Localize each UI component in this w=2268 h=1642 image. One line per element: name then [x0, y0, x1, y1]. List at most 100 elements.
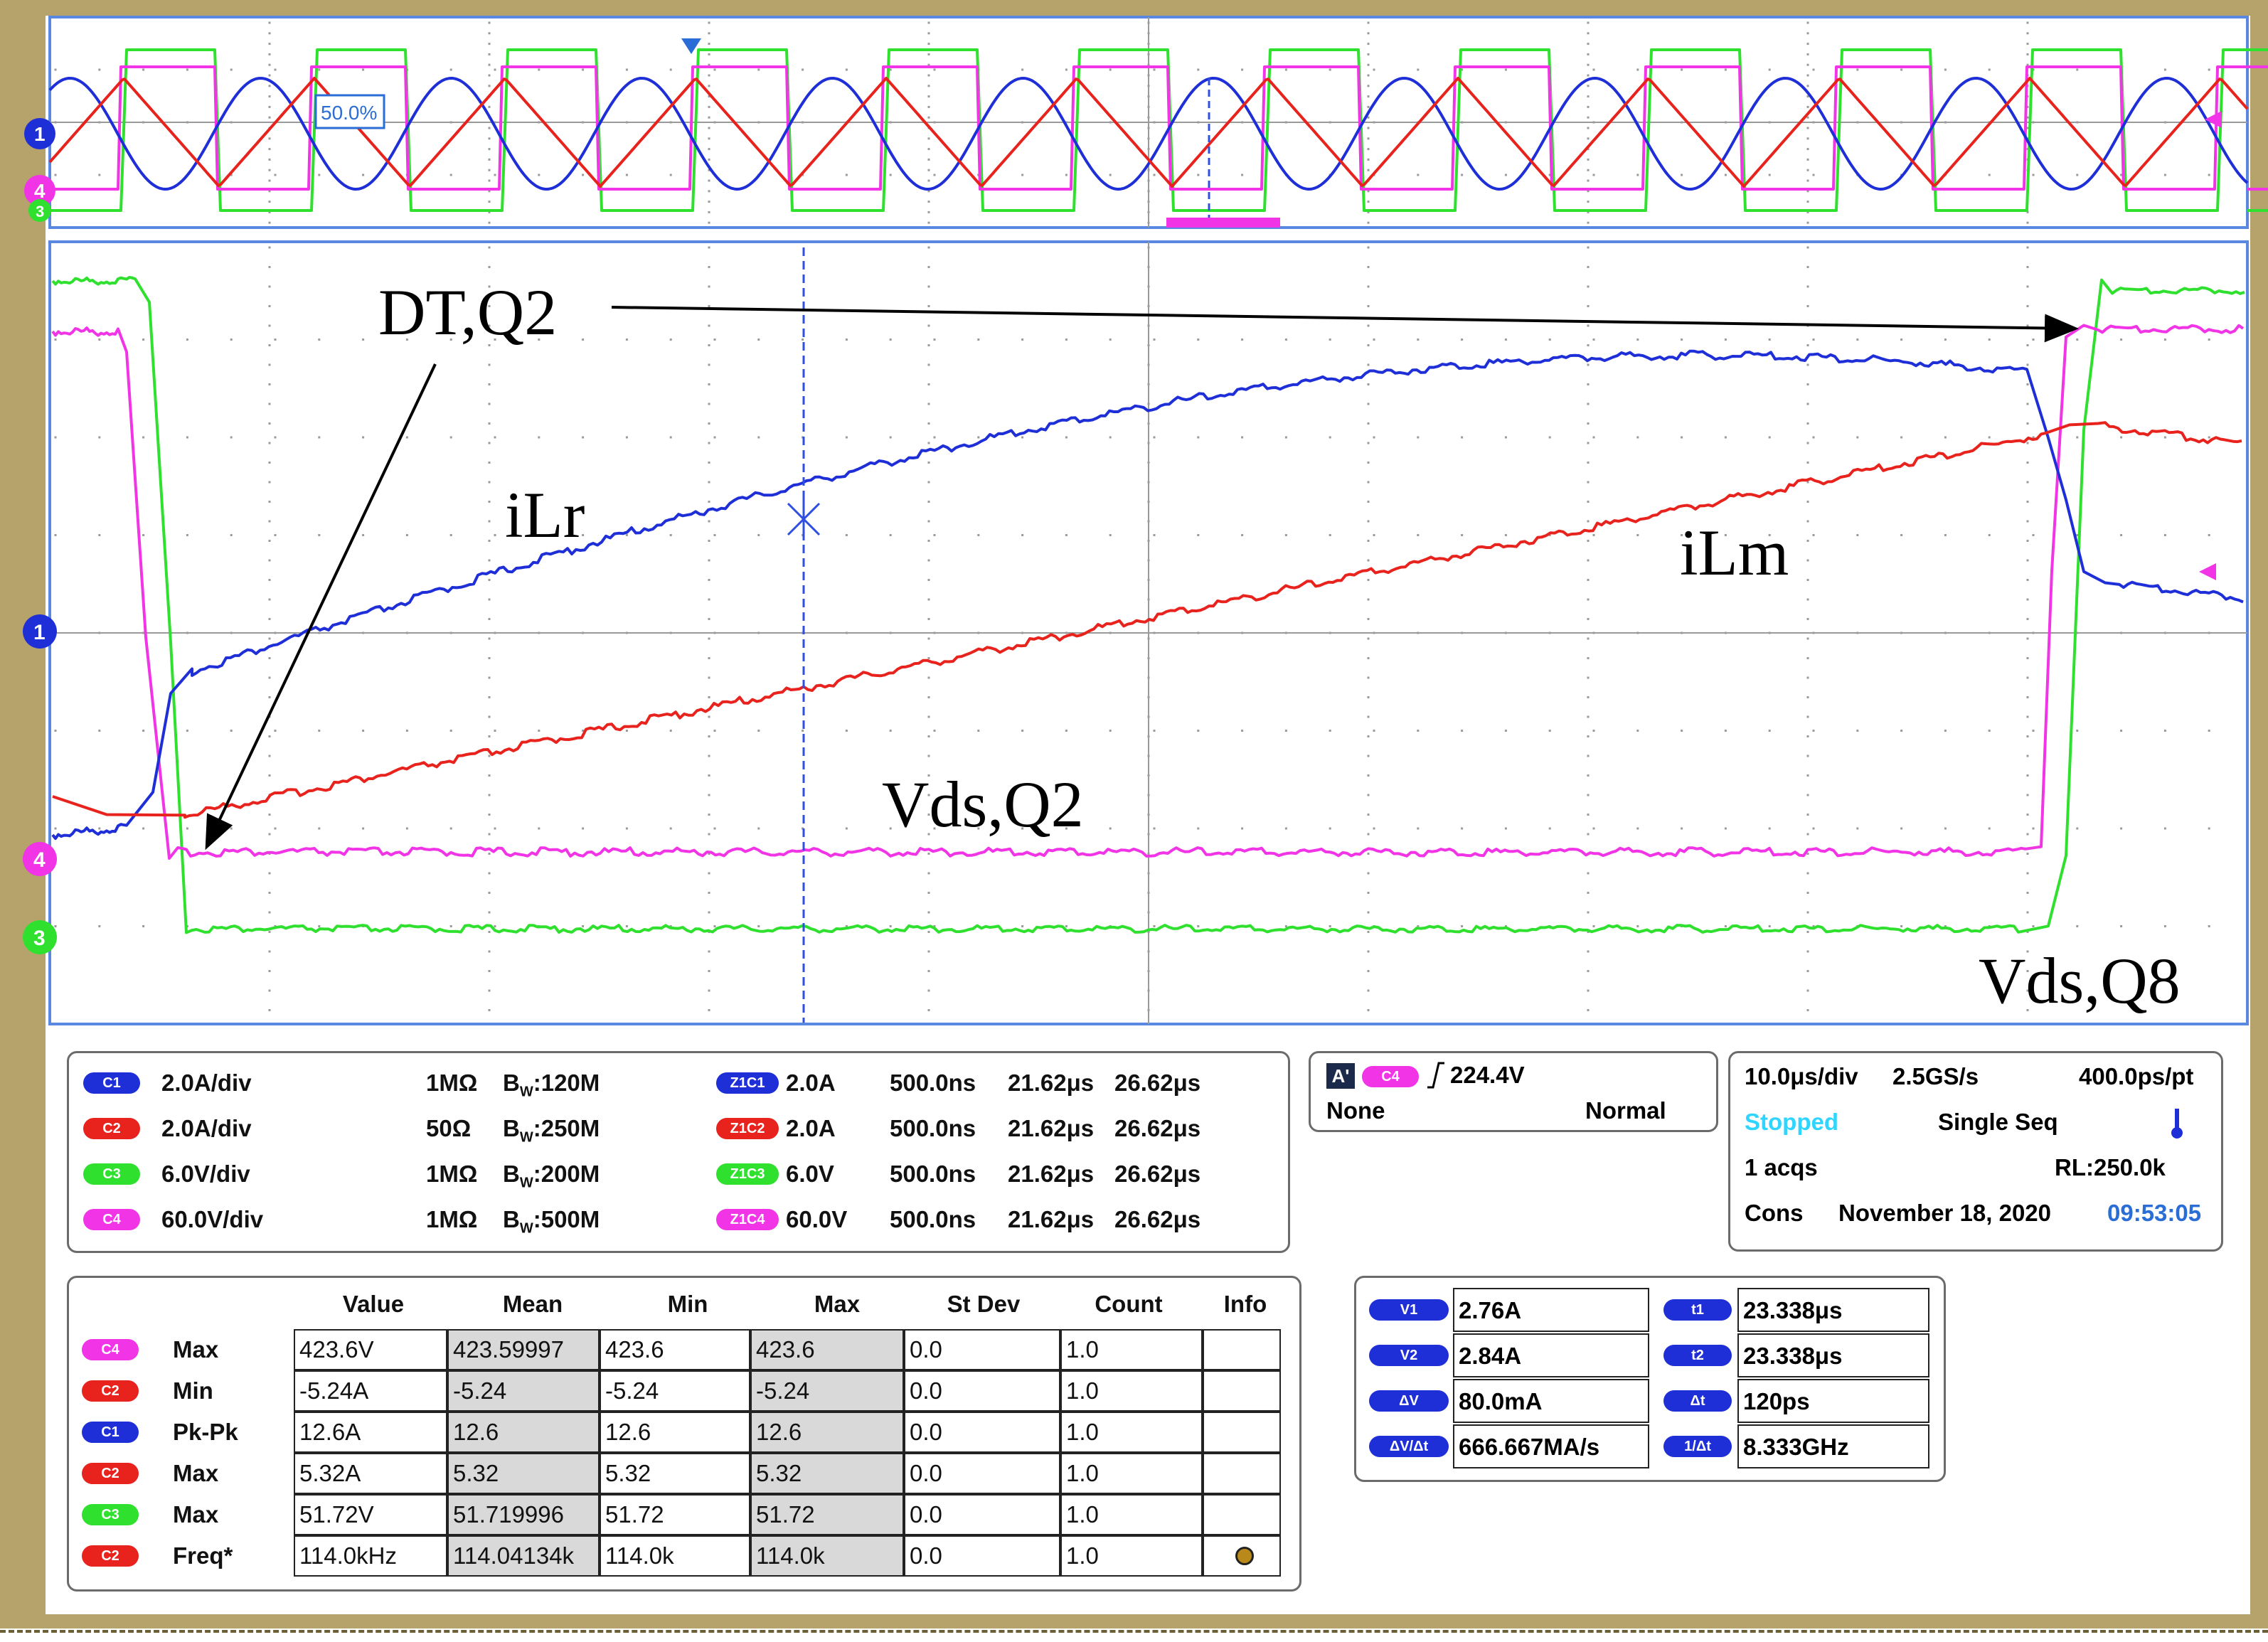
channel-pill[interactable]: C4 [83, 1209, 140, 1230]
overview-grid-dot [1284, 68, 1287, 71]
main-grid-dot [449, 730, 452, 732]
cursor-label-pill[interactable]: 1/Δt [1663, 1436, 1732, 1457]
main-marker-ch3[interactable]: 3 [23, 920, 57, 954]
main-grid-dot [1812, 730, 1815, 732]
cursor-label-pill[interactable]: V2 [1369, 1345, 1449, 1366]
channel-pill[interactable]: C1 [83, 1072, 140, 1094]
main-grid-dot [1587, 950, 1590, 953]
cursor-crosshair-icon[interactable] [787, 498, 821, 540]
overview-grid-dot [1806, 63, 1809, 66]
main-grid-dot [1812, 925, 1815, 927]
channel-row-c2[interactable]: C2 2.0A/div 50Ω BW:250M Z1C2 2.0A 500.0ns 21.62… [83, 1107, 1335, 1150]
measurement-source-pill[interactable]: C4 [82, 1339, 139, 1360]
main-grid-dot [2026, 462, 2029, 464]
overview-grid-dot [318, 174, 321, 176]
zoom-channel-pill[interactable]: Z1C2 [716, 1118, 779, 1139]
overview-grid-dot [2026, 210, 2029, 213]
main-grid-dot [1367, 402, 1370, 405]
main-grid-dot [1329, 338, 1331, 341]
measurement-row[interactable]: C4 Max 423.6V 423.59997 423.6 423.6 0.0 1.0 [69, 1329, 1314, 1370]
main-grid-dot [708, 285, 710, 288]
main-marker-ch1[interactable]: 1 [23, 614, 57, 649]
overview-grid-dot [708, 105, 710, 108]
overview-grid-dot [708, 137, 710, 140]
measurement-row[interactable]: C2 Max 5.32A 5.32 5.32 5.32 0.0 1.0 [69, 1453, 1314, 1494]
main-grid-dot [2026, 950, 2029, 953]
zoom-channel-pill[interactable]: Z1C1 [716, 1072, 779, 1094]
cursor-label-pill[interactable]: V1 [1369, 1299, 1449, 1321]
cursor-label-pill[interactable]: ΔV [1369, 1390, 1449, 1412]
cursor-label-pill[interactable]: t1 [1663, 1299, 1732, 1321]
channel-row-c1[interactable]: C1 2.0A/div 1MΩ BW:120M Z1C1 2.0A 500.0ns 21.62… [83, 1062, 1335, 1104]
trigger-position-marker[interactable] [681, 38, 701, 54]
cursor-label-pill[interactable]: t2 [1663, 1345, 1732, 1366]
main-grid-dot [708, 501, 710, 503]
main-grid-dot [1587, 892, 1590, 894]
main-grid-dot [318, 436, 321, 439]
main-grid-dot [1197, 534, 1200, 536]
channel-pill[interactable]: C2 [83, 1118, 140, 1139]
main-grid-dot [1806, 833, 1809, 836]
zoom-channel-pill[interactable]: Z1C4 [716, 1209, 779, 1230]
overview-grid-dot [708, 43, 710, 46]
main-grid-dot [2208, 827, 2210, 830]
channel-row-c3[interactable]: C3 6.0V/div 1MΩ BW:200M Z1C3 6.0V 500.0ns 21.62… [83, 1153, 1335, 1195]
measurement-row[interactable]: C2 Min -5.24A -5.24 -5.24 -5.24 0.0 1.0 [69, 1370, 1314, 1412]
measurement-source-pill[interactable]: C3 [82, 1504, 139, 1525]
main-marker-ch4[interactable]: 4 [23, 842, 57, 876]
main-grid-dot [1021, 338, 1024, 341]
offscreen-arrow-ch4-main [2199, 563, 2216, 580]
main-grid-dot [488, 305, 491, 307]
main-grid-dot [1592, 534, 1595, 536]
channel-row-c4[interactable]: C4 60.0V/div 1MΩ BW:500M Z1C4 60.0V 500.0ns 21.… [83, 1198, 1335, 1241]
main-grid-dot [2026, 363, 2029, 366]
main-grid-dot [2208, 925, 2210, 927]
main-grid-dot [268, 833, 271, 836]
main-grid-dot [362, 436, 365, 439]
trigger-panel[interactable]: A' C4 224.4V None Normal [1309, 1051, 1718, 1132]
overview-marker-ch4[interactable]: 4 [24, 175, 55, 206]
measurement-row[interactable]: C3 Max 51.72V 51.719996 51.72 51.72 0.0 1.0 [69, 1494, 1314, 1535]
zoom-channel-pill[interactable]: Z1C3 [716, 1163, 779, 1185]
cursor-readout-panel[interactable]: V1 2.76A t1 23.338μs V2 2.84A t2 23.338μs ΔV 80.0… [1354, 1276, 1946, 1482]
overview-marker-ch1[interactable]: 1 [24, 118, 55, 149]
cursor-label-pill[interactable]: ΔV/Δt [1369, 1436, 1449, 1457]
main-grid-dot [713, 925, 716, 927]
cursor-label-pill[interactable]: Δt [1663, 1390, 1732, 1412]
record-length: RL:250.0k [2055, 1154, 2166, 1180]
channel-pill[interactable]: C3 [83, 1163, 140, 1185]
overview-grid-dot [708, 169, 710, 171]
main-grid-dot [274, 827, 277, 830]
overview-marker-ch3[interactable]: 3 [28, 199, 51, 222]
overview-grid-dot [268, 53, 271, 55]
overview-grid-dot [1367, 32, 1370, 35]
main-grid-dot [625, 534, 628, 536]
measurement-row[interactable]: C2 Freq* 114.0kHz 114.04134k 114.0k 114.0k 0.0… [69, 1535, 1314, 1577]
main-grid-dot [1197, 730, 1200, 732]
measurement-row[interactable]: C1 Pk-Pk 12.6A 12.6 12.6 12.6 0.0 1.0 [69, 1412, 1314, 1453]
main-grid-dot [1587, 481, 1590, 484]
main-grid-dot [1587, 402, 1590, 405]
acquisition-panel[interactable]: 10.0μs/div 2.5GS/s 400.0ps/pt Stopped Si… [1728, 1051, 2223, 1252]
measurement-source-pill[interactable]: C2 [82, 1463, 139, 1484]
overview-grid-dot [274, 174, 277, 176]
main-grid-dot [1367, 715, 1370, 718]
measurement-source-pill[interactable]: C1 [82, 1422, 139, 1443]
info-dot-icon[interactable] [1235, 1547, 1254, 1565]
main-grid-dot [708, 989, 710, 992]
main-grid-dot [757, 925, 760, 927]
zoom-window-indicator[interactable] [1166, 218, 1280, 228]
measurement-mean: -5.24 [447, 1370, 600, 1412]
channel-scale: 6.0V/div [161, 1161, 250, 1187]
measurement-source-pill[interactable]: C2 [82, 1545, 139, 1567]
overview-grid-dot [1461, 174, 1464, 176]
overview-grid-dot [1461, 68, 1464, 71]
measurement-max: 423.6 [750, 1329, 904, 1370]
main-grid-dot [268, 637, 271, 640]
measurement-source-pill[interactable]: C2 [82, 1380, 139, 1402]
main-grid-dot [708, 618, 710, 620]
main-grid-dot [708, 462, 710, 464]
svg-text:4: 4 [33, 848, 46, 872]
overview-grid-dot [268, 74, 271, 77]
main-grid-dot [488, 501, 491, 503]
